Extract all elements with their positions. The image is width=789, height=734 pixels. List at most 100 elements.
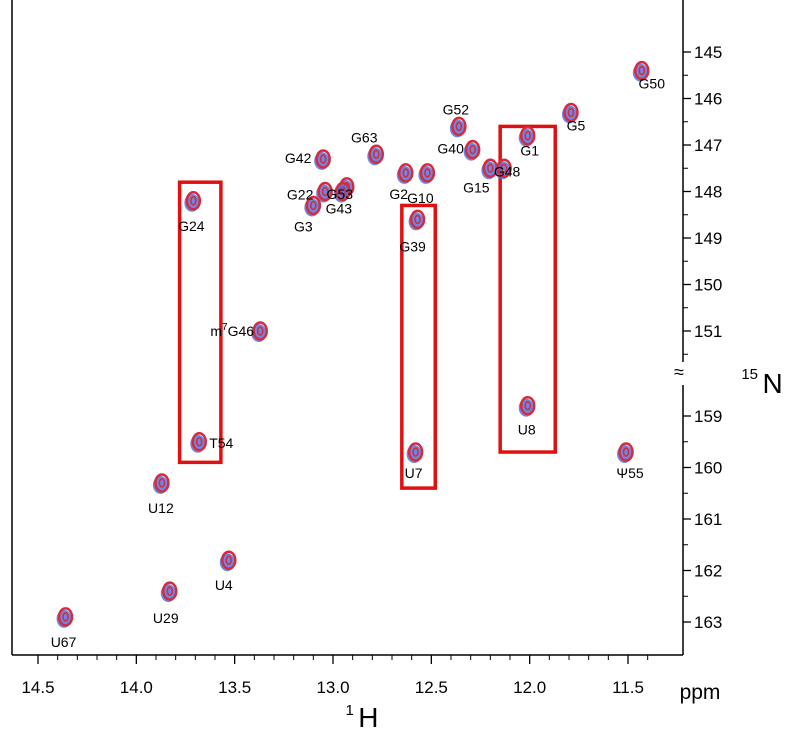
peak-contour-red-inner xyxy=(225,555,233,566)
peak-contour-red-inner xyxy=(256,326,264,336)
peak-label: m7G46 xyxy=(210,322,254,339)
peak-G2 xyxy=(396,163,414,184)
peak-contour-red-inner xyxy=(310,200,317,211)
peak-contour-red-inner xyxy=(524,130,532,141)
y-axis-title-sup: 15 xyxy=(741,366,758,383)
y-tick-label: 147 xyxy=(694,136,722,155)
peak-U7 xyxy=(406,442,424,464)
peak-contour-red xyxy=(409,209,426,230)
peak-G1 xyxy=(518,125,536,147)
peak-G52 xyxy=(449,116,467,138)
peak-contour-red xyxy=(185,191,202,211)
y-tick-label: 150 xyxy=(694,276,722,295)
peak-label: U7 xyxy=(405,465,423,481)
peak-label: T54 xyxy=(209,435,233,451)
peak-contour-red-inner xyxy=(567,107,575,118)
peak-label: G48 xyxy=(494,163,521,179)
peak-contour-red-inner xyxy=(321,186,329,197)
y-tick-label: 163 xyxy=(694,613,722,632)
x-axis-unit: ppm xyxy=(680,681,721,704)
peak-G43 xyxy=(333,181,351,203)
peak-label: G42 xyxy=(285,150,312,166)
peak-contour-red-inner xyxy=(469,144,476,155)
peak-G3 xyxy=(304,195,322,217)
peak-G63 xyxy=(367,144,385,166)
peak-contour-red xyxy=(221,550,237,570)
peak-T54 xyxy=(190,432,208,453)
peak-U67 xyxy=(56,607,74,628)
x-axis-title-main: H xyxy=(358,702,378,733)
peak-U8 xyxy=(518,395,536,417)
peak-contour-red xyxy=(57,607,74,627)
peak-G48 xyxy=(495,158,512,180)
peak-label: G22 xyxy=(287,187,314,203)
peak-contour-red xyxy=(563,102,579,123)
peak-contour-red xyxy=(252,321,268,341)
y-tick-label: 145 xyxy=(694,43,722,62)
y-tick-label: 162 xyxy=(694,562,722,581)
peak-contour-red xyxy=(464,139,481,160)
peak-G40 xyxy=(463,139,481,161)
peak-U29 xyxy=(160,581,178,603)
peak-label: U67 xyxy=(51,634,77,650)
peak-G24 xyxy=(184,191,202,212)
peak-contour-red-inner xyxy=(412,447,419,457)
peak-label: U4 xyxy=(215,577,233,593)
peak-label: G43 xyxy=(326,201,353,217)
x-axis-title-sup: 1 xyxy=(345,702,353,719)
peak-label: G10 xyxy=(407,190,434,206)
peak-U4 xyxy=(219,550,237,572)
peak-G50 xyxy=(632,60,650,82)
peak-contour-red xyxy=(618,442,634,462)
peak-contour-red-inner xyxy=(372,149,380,160)
peak-contour-red xyxy=(451,116,467,137)
peak-label: U12 xyxy=(148,500,174,516)
peak-contour-red xyxy=(419,163,436,183)
peak-label: G15 xyxy=(463,179,490,195)
peak-label: Ψ55 xyxy=(616,465,643,481)
peak-contour-red-inner xyxy=(638,65,646,76)
x-tick-label: 14.5 xyxy=(21,678,54,697)
peak-G42 xyxy=(314,149,331,170)
peak-contour-red xyxy=(305,195,322,216)
peak-label: G63 xyxy=(351,129,378,145)
y-tick-label: 148 xyxy=(694,183,722,202)
peak-label: G52 xyxy=(443,101,470,117)
peak-G39 xyxy=(408,209,426,231)
peak-contour-red-inner xyxy=(455,121,463,132)
x-tick-label: 11.5 xyxy=(612,678,644,697)
peak-contour-red-inner xyxy=(158,478,166,488)
y-tick-label: 160 xyxy=(694,459,722,478)
peak-G5 xyxy=(561,102,579,124)
peak-contour-red-inner xyxy=(500,163,508,174)
highlight-box xyxy=(177,180,223,465)
x-tick-label: 14.0 xyxy=(120,678,153,697)
y-tick-label: 149 xyxy=(694,229,722,248)
x-tick-label: 12.5 xyxy=(415,678,448,697)
peak-contour-red-inner xyxy=(487,163,494,174)
peak-label: G50 xyxy=(639,76,666,92)
y-tick-label: 151 xyxy=(694,322,722,341)
peak-contour-red xyxy=(496,158,512,178)
peak-contour-red-inner xyxy=(622,447,630,457)
peak-label: G5 xyxy=(567,117,586,133)
peak-m7G46 xyxy=(251,321,268,342)
peak-contour-red xyxy=(154,473,170,493)
peak-Ψ55 xyxy=(617,442,634,464)
highlight-box xyxy=(400,203,438,490)
peak-contour-red xyxy=(398,163,414,183)
y-axis-break-marker: ≈ xyxy=(674,362,684,382)
peak-contour-red-inner xyxy=(62,612,69,622)
peak-contour-red-inner xyxy=(414,214,421,225)
peak-G22 xyxy=(316,181,333,203)
y-tick-label: 161 xyxy=(694,510,722,529)
peak-contour-red xyxy=(335,181,351,202)
peak-contour-red xyxy=(634,60,650,81)
x-tick-label: 12.0 xyxy=(513,678,546,697)
peak-label: U29 xyxy=(153,610,179,626)
y-tick-label: 159 xyxy=(694,407,722,426)
y-axis-title: 15 N xyxy=(741,366,782,399)
peak-contour-red-inner xyxy=(424,168,431,178)
peak-contour-red-inner xyxy=(190,196,197,206)
